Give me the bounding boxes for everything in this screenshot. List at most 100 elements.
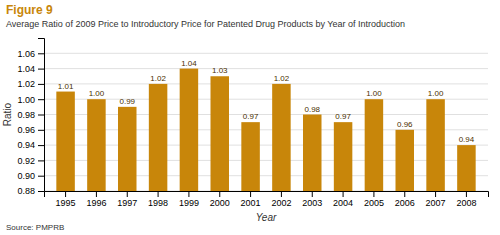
bars: [56, 69, 475, 191]
tick-label: 2004: [333, 198, 353, 208]
grid-line: [44, 99, 488, 100]
tick-label: 1999: [179, 198, 199, 208]
y-tick: 0.94: [17, 140, 44, 150]
plot: 1.011.000.991.021.041.030.971.020.980.97…: [17, 39, 488, 209]
y-axis-title: Ratio: [2, 102, 13, 126]
tick-mark: [466, 191, 467, 197]
tick-label: 0.88: [17, 186, 35, 196]
tick-label: 0.90: [17, 171, 35, 181]
bar: [426, 99, 445, 191]
tick-label: 1995: [56, 198, 76, 208]
x-tick: 2005: [364, 191, 384, 208]
tick-mark: [38, 69, 44, 70]
tick-label: 1996: [86, 198, 106, 208]
tick-label: 0.94: [17, 140, 35, 150]
tick-label: 1997: [117, 198, 137, 208]
tick-label: 1998: [148, 198, 168, 208]
tick-label: 2002: [271, 198, 291, 208]
data-label: 0.97: [335, 112, 351, 121]
x-tick: 1997: [117, 191, 137, 208]
tick-label: 2006: [395, 198, 415, 208]
tick-mark: [38, 130, 44, 131]
x-tick: 1999: [179, 191, 199, 208]
data-label: 0.98: [304, 105, 320, 114]
tick-label: 2008: [456, 198, 476, 208]
x-tick: 2004: [333, 191, 353, 208]
tick-mark: [38, 84, 44, 85]
data-label: 0.96: [397, 120, 413, 129]
x-tick: 1998: [148, 191, 168, 208]
bar: [87, 99, 106, 191]
bar: [211, 76, 230, 191]
grid-line: [44, 175, 488, 176]
x-tick: 2003: [302, 191, 322, 208]
y-tick: 0.96: [17, 125, 44, 135]
bar: [241, 122, 259, 191]
data-labels: 1.011.000.991.021.041.030.971.020.980.97…: [58, 59, 475, 145]
bar: [365, 99, 384, 191]
x-tick: 2006: [395, 191, 415, 208]
x-axis-title: Year: [256, 212, 277, 223]
annotation: Source: PMPRB: [6, 223, 64, 232]
x-axis: 1995 1996 1997 1998 1999 2000 2001 2002 2003 2004…: [45, 191, 489, 208]
tick-mark: [38, 145, 44, 146]
tick-mark: [38, 191, 44, 192]
x-tick: 2008: [456, 191, 476, 208]
y-tick: 1.02: [17, 79, 44, 89]
y-tick: 0.88: [17, 186, 44, 196]
subtitle: Average Ratio of 2009 Price to Introduct…: [6, 19, 405, 29]
grid-line: [44, 68, 488, 69]
bar: [396, 130, 415, 191]
tick-mark: [219, 191, 220, 197]
axis-line: [45, 192, 489, 198]
data-label: 1.00: [366, 89, 382, 98]
x-tick: 2001: [241, 191, 261, 208]
x-tick: 2002: [271, 191, 291, 208]
grid-line: [44, 145, 488, 146]
grid: [44, 53, 488, 191]
x-tick: 2000: [210, 191, 230, 208]
tick-mark: [96, 191, 97, 197]
y-tick: 1.04: [17, 64, 44, 74]
tick-label: 2007: [426, 198, 446, 208]
tick-label: 1.00: [17, 95, 35, 105]
data-label: 1.04: [181, 59, 197, 68]
data-label: 1.00: [89, 89, 105, 98]
x-tick: 1996: [86, 191, 106, 208]
tick-mark: [127, 191, 128, 197]
bar: [457, 145, 476, 191]
x-tick: 2007: [426, 191, 446, 208]
bar: [149, 84, 168, 191]
tick-label: 0.98: [17, 110, 35, 120]
bar: [303, 115, 322, 192]
y-axis: 0.88 0.90 0.92 0.94 0.96 0.98 1.00 1.02 1.04 1.06: [17, 39, 44, 197]
tick-mark: [65, 191, 66, 197]
title: Figure 9: [6, 3, 53, 17]
tick-mark: [343, 191, 344, 197]
grid-line: [44, 83, 488, 84]
y-tick: 0.92: [17, 156, 44, 166]
grid-line: [44, 114, 488, 115]
grid-line: [44, 53, 488, 54]
y-tick: 1.06: [17, 49, 44, 59]
bar: [180, 69, 199, 191]
bar: [56, 92, 74, 191]
tick-label: 2000: [210, 198, 230, 208]
tick-mark: [188, 191, 189, 197]
tick-mark: [38, 99, 44, 100]
tick-label: 1.06: [17, 49, 35, 59]
y-tick: 0.90: [17, 171, 44, 181]
data-label: 0.97: [243, 112, 259, 121]
tick-mark: [281, 191, 282, 197]
tick-label: 0.96: [17, 125, 35, 135]
tick-mark: [38, 176, 44, 177]
grid-line: [44, 129, 488, 130]
data-label: 1.00: [428, 89, 444, 98]
tick-label: 0.92: [17, 156, 35, 166]
tick-label: 1.02: [17, 79, 35, 89]
tick-mark: [158, 191, 159, 197]
data-label: 1.02: [150, 74, 166, 83]
tick-mark: [373, 191, 374, 197]
data-label: 1.02: [274, 74, 290, 83]
axis-line: [38, 39, 45, 192]
